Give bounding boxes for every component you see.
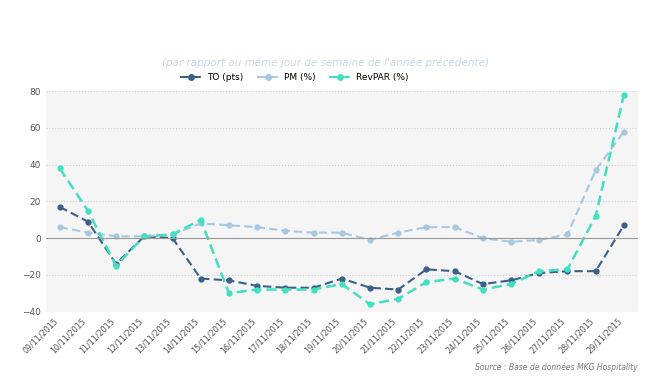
- Line: TO (pts): TO (pts): [57, 204, 626, 292]
- RevPAR (%): [169, 232, 176, 237]
- PM (%): [84, 230, 92, 235]
- PM (%): [592, 168, 600, 173]
- RevPAR (%): [450, 276, 458, 281]
- TO (pts): [310, 285, 318, 290]
- TO (pts): [253, 283, 261, 288]
- PM (%): [197, 221, 204, 226]
- Text: (par rapport au même jour de semaine de l'année précédente): (par rapport au même jour de semaine de …: [162, 57, 489, 68]
- TO (pts): [197, 276, 204, 281]
- RevPAR (%): [281, 287, 289, 292]
- TO (pts): [338, 276, 346, 281]
- TO (pts): [84, 219, 92, 224]
- RevPAR (%): [479, 287, 487, 292]
- TO (pts): [422, 267, 430, 272]
- RevPAR (%): [84, 208, 92, 213]
- PM (%): [564, 232, 572, 237]
- RevPAR (%): [338, 282, 346, 287]
- PM (%): [366, 238, 374, 242]
- PM (%): [338, 230, 346, 235]
- PM (%): [253, 225, 261, 230]
- TO (pts): [479, 282, 487, 287]
- RevPAR (%): [56, 166, 64, 171]
- Text: Source : Base de données MKG Hospitality: Source : Base de données MKG Hospitality: [475, 363, 638, 372]
- PM (%): [507, 239, 515, 244]
- TO (pts): [620, 223, 628, 228]
- RevPAR (%): [395, 296, 402, 301]
- TO (pts): [507, 278, 515, 283]
- RevPAR (%): [225, 291, 233, 296]
- RevPAR (%): [592, 214, 600, 218]
- Text: VARIATION DES PERFORMANCES QUOTIDIENNES À PARIS - DU 9/11 AU 29/11 2015: VARIATION DES PERFORMANCES QUOTIDIENNES …: [21, 20, 630, 33]
- PM (%): [310, 230, 318, 235]
- RevPAR (%): [141, 234, 148, 239]
- TO (pts): [281, 285, 289, 290]
- TO (pts): [535, 271, 543, 275]
- Line: PM (%): PM (%): [57, 129, 626, 244]
- RevPAR (%): [310, 287, 318, 292]
- PM (%): [620, 129, 628, 134]
- PM (%): [225, 223, 233, 228]
- RevPAR (%): [620, 93, 628, 97]
- PM (%): [281, 228, 289, 233]
- RevPAR (%): [197, 217, 204, 222]
- TO (pts): [141, 234, 148, 239]
- PM (%): [395, 230, 402, 235]
- PM (%): [56, 225, 64, 230]
- PM (%): [169, 232, 176, 237]
- TO (pts): [450, 269, 458, 274]
- RevPAR (%): [112, 263, 120, 268]
- TO (pts): [366, 285, 374, 290]
- TO (pts): [395, 287, 402, 292]
- PM (%): [450, 225, 458, 230]
- RevPAR (%): [253, 287, 261, 292]
- TO (pts): [592, 269, 600, 274]
- TO (pts): [225, 278, 233, 283]
- RevPAR (%): [422, 280, 430, 285]
- PM (%): [141, 234, 148, 239]
- Line: RevPAR (%): RevPAR (%): [57, 92, 626, 307]
- Legend: TO (pts), PM (%), RevPAR (%): TO (pts), PM (%), RevPAR (%): [176, 69, 412, 86]
- PM (%): [112, 234, 120, 239]
- RevPAR (%): [535, 269, 543, 274]
- TO (pts): [112, 261, 120, 266]
- TO (pts): [169, 236, 176, 241]
- PM (%): [422, 225, 430, 230]
- RevPAR (%): [564, 267, 572, 272]
- PM (%): [479, 236, 487, 241]
- RevPAR (%): [507, 282, 515, 287]
- TO (pts): [564, 269, 572, 274]
- TO (pts): [56, 204, 64, 209]
- PM (%): [535, 238, 543, 242]
- RevPAR (%): [366, 302, 374, 307]
